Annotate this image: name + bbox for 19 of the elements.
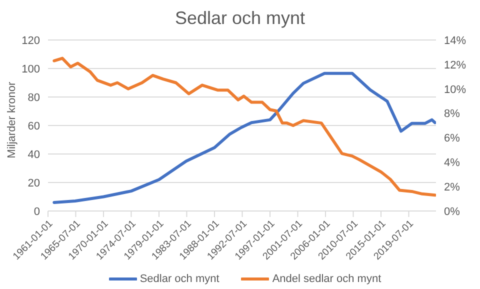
y2-tick-label: 8% (444, 108, 460, 120)
y2-tick-label: 12% (444, 59, 466, 72)
y-tick-label: 60 (28, 120, 40, 132)
y2-tick-label: 10% (444, 84, 466, 96)
y-tick-label: 120 (22, 34, 40, 47)
y2-tick-label: 2% (444, 181, 460, 194)
y2-tick-label: 4% (444, 157, 460, 170)
y2-tick-label: 14% (444, 34, 466, 47)
y2-tick-label: 0% (444, 206, 460, 218)
y-tick-label: 20 (28, 177, 40, 190)
legend-label: Andel sedlar och mynt (272, 273, 382, 285)
legend-label: Sedlar och mynt (140, 273, 220, 285)
y-tick-label: 100 (22, 63, 40, 76)
y-tick-label: 0 (34, 206, 40, 218)
y2-tick-label: 6% (444, 132, 460, 145)
y-axis-title: Miljarder kronor (6, 82, 18, 158)
y-tick-label: 80 (28, 92, 40, 104)
y-tick-label: 40 (28, 148, 40, 161)
chart-title: Sedlar och mynt (174, 8, 306, 29)
